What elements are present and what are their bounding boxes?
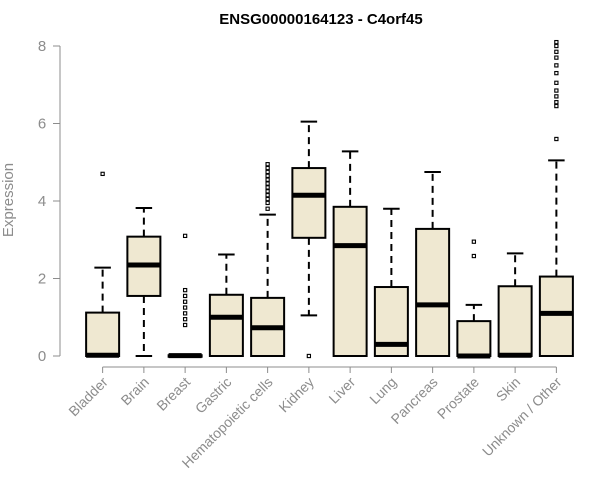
outlier-point xyxy=(265,193,270,198)
y-tick-label: 4 xyxy=(38,193,46,210)
outlier-point xyxy=(265,165,270,171)
box-lung xyxy=(373,207,409,357)
outlier-point xyxy=(182,305,188,310)
box-skin xyxy=(497,252,533,358)
outlier-point xyxy=(265,173,270,178)
box-body xyxy=(415,227,451,357)
outlier-point xyxy=(182,322,188,328)
outlier-point xyxy=(471,253,477,259)
outlier-point xyxy=(554,63,559,68)
outlier-point xyxy=(265,206,270,211)
y-tick-label: 8 xyxy=(38,38,46,55)
outlier-point xyxy=(554,70,559,76)
outlier-point xyxy=(265,196,270,202)
box-body xyxy=(208,293,244,357)
x-tick-label: Brain xyxy=(118,374,152,408)
outlier-point xyxy=(554,49,559,54)
x-tick-label: Breast xyxy=(153,374,193,414)
outlier-point xyxy=(265,177,270,182)
box-brain xyxy=(126,206,162,357)
outlier-point xyxy=(100,171,105,177)
box-body xyxy=(332,205,368,357)
outlier-point xyxy=(265,185,270,190)
y-tick-label: 2 xyxy=(38,271,46,288)
y-tick-label: 6 xyxy=(38,116,46,133)
outlier-point xyxy=(554,100,559,105)
box-prostate xyxy=(456,239,492,359)
outlier-point xyxy=(182,233,188,239)
box-body xyxy=(291,167,327,239)
outlier-point xyxy=(265,189,270,194)
box-unknown-other xyxy=(538,39,574,357)
x-tick-label: Lung xyxy=(366,374,399,407)
outlier-point xyxy=(554,136,559,142)
outlier-point xyxy=(554,39,559,45)
outlier-point xyxy=(554,103,559,109)
outlier-point xyxy=(554,80,559,85)
x-tick-label: Liver xyxy=(325,374,358,407)
box-kidney xyxy=(291,120,327,359)
outlier-point xyxy=(554,43,559,49)
x-tick-label: Kidney xyxy=(275,374,317,416)
outlier-point xyxy=(182,311,188,316)
outlier-point xyxy=(182,299,188,304)
box-pancreas xyxy=(415,170,451,357)
box-gastric xyxy=(208,253,244,357)
box-body xyxy=(456,320,492,357)
outlier-point xyxy=(182,287,188,293)
outlier-point xyxy=(265,200,270,206)
x-tick-label: Prostate xyxy=(434,374,482,422)
outlier-point xyxy=(554,94,559,99)
box-series xyxy=(85,39,574,359)
outlier-point xyxy=(182,317,188,322)
box-breast xyxy=(167,233,203,359)
outlier-point xyxy=(265,162,270,167)
box-bladder xyxy=(85,171,121,358)
outlier-point xyxy=(306,353,312,359)
chart-title: ENSG00000164123 - C4orf45 xyxy=(219,11,422,28)
y-axis-label: Expression xyxy=(0,163,17,237)
x-tick-label: Skin xyxy=(493,374,524,405)
outlier-point xyxy=(554,55,559,60)
outlier-point xyxy=(265,181,270,186)
box-body xyxy=(497,285,533,357)
box-body xyxy=(538,275,574,357)
y-axis: 0 2 4 6 8 xyxy=(38,38,61,365)
x-tick-label: Bladder xyxy=(65,374,111,420)
y-tick-label: 0 xyxy=(38,348,46,365)
outlier-point xyxy=(265,169,270,175)
box-hematopoietic-cells xyxy=(250,162,286,357)
box-liver xyxy=(332,150,368,357)
box-body xyxy=(85,311,121,358)
outlier-point xyxy=(554,88,559,93)
outlier-point xyxy=(471,239,477,244)
outlier-point xyxy=(182,293,188,299)
